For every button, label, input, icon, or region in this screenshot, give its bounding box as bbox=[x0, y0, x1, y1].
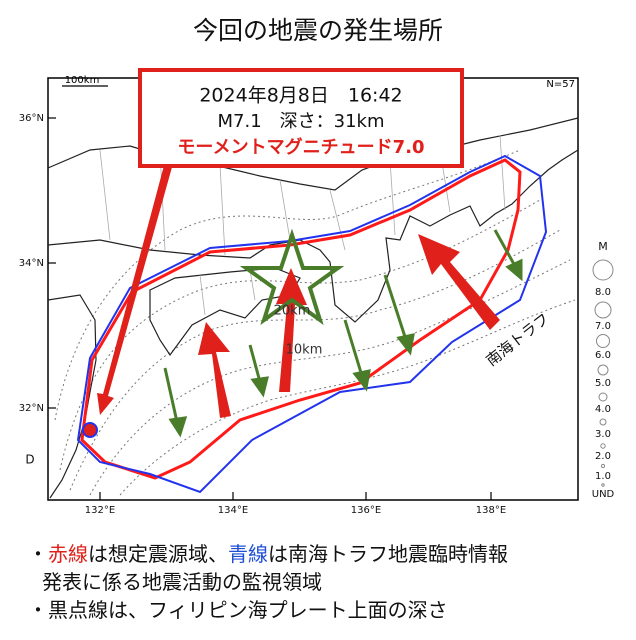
epicenter-star bbox=[239, 228, 345, 326]
depth-label: 10km bbox=[286, 343, 323, 358]
legend-label: 7.0 bbox=[595, 321, 611, 332]
bullet: ・ bbox=[28, 542, 48, 566]
corner-label: D bbox=[25, 453, 34, 467]
coastlines bbox=[47, 117, 579, 499]
legend-label: 1.0 bbox=[595, 471, 611, 482]
lat-label: 34°N bbox=[19, 258, 44, 269]
coordinate-labels: 36°N 34°N 32°N 132°E 134°E 136°E 138°E D bbox=[19, 113, 506, 516]
note-text: は想定震源域、 bbox=[88, 542, 228, 566]
legend-label: UND bbox=[592, 489, 615, 500]
legend-label: 2.0 bbox=[595, 451, 611, 462]
blue-term: 青線 bbox=[228, 542, 268, 566]
red-arrows bbox=[97, 158, 500, 418]
count-label: N=57 bbox=[546, 79, 575, 90]
lat-label: 32°N bbox=[19, 403, 44, 414]
legend-label: 4.0 bbox=[595, 404, 611, 415]
legend-label: 6.0 bbox=[595, 350, 611, 361]
bullet: ・ bbox=[28, 598, 48, 622]
note-text: は南海トラフ地震臨時情報 bbox=[268, 542, 508, 566]
scale-label: 100km bbox=[65, 75, 100, 86]
info-magnitude: M7.1 深さ：31km bbox=[217, 111, 384, 132]
lat-label: 36°N bbox=[19, 113, 44, 124]
lon-label: 134°E bbox=[218, 505, 248, 516]
monitoring-region bbox=[76, 154, 548, 494]
depth-label: 20km bbox=[274, 304, 311, 319]
info-box bbox=[138, 68, 464, 168]
note-text: 黒点線は、フィリピン海プレート上面の深さ bbox=[48, 598, 448, 622]
legend-labels: M 8.0 7.0 6.0 5.0 4.0 3.0 2.0 1.0 UND bbox=[592, 240, 615, 500]
notes: ・赤線は想定震源域、青線は南海トラフ地震臨時情報 発表に係る地震活動の監視領域 … bbox=[28, 540, 628, 624]
plate-motion-arrows bbox=[163, 229, 523, 438]
title: 今回の地震の発生場所 bbox=[193, 16, 443, 45]
note: ・赤線は想定震源域、青線は南海トラフ地震臨時情報 bbox=[28, 540, 628, 568]
legend-title: M bbox=[598, 240, 608, 253]
note: ・黒点線は、フィリピン海プレート上面の深さ bbox=[28, 596, 628, 624]
note-continuation: 発表に係る地震活動の監視領域 bbox=[42, 570, 322, 594]
lon-label: 132°E bbox=[85, 505, 115, 516]
source-region bbox=[80, 158, 522, 480]
legend-circles bbox=[592, 259, 614, 487]
info-mw: モーメントマグニチュード7.0 bbox=[177, 136, 424, 158]
info-datetime: 2024年8月8日 16:42 bbox=[199, 85, 402, 107]
legend-label: 8.0 bbox=[595, 287, 611, 298]
legend-label: 3.0 bbox=[595, 429, 611, 440]
lon-label: 138°E bbox=[476, 505, 506, 516]
red-term: 赤線 bbox=[48, 542, 88, 566]
epicenter-cluster bbox=[82, 422, 98, 438]
legend-label: 5.0 bbox=[595, 378, 611, 389]
map-figure: 今回の地震の発生場所 bbox=[19, 16, 615, 516]
axis-ticks bbox=[48, 117, 492, 500]
lon-label: 136°E bbox=[351, 505, 381, 516]
